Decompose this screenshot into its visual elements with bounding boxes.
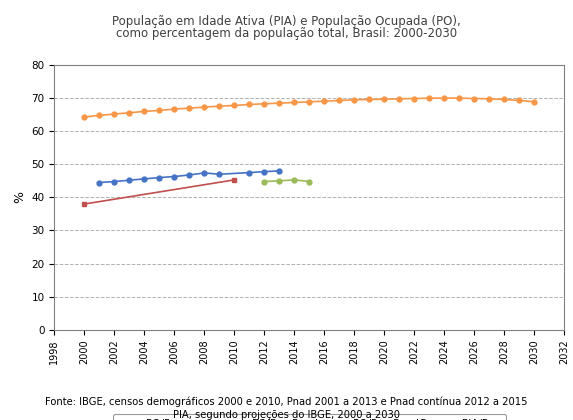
PIA/Pop [126, 110, 133, 115]
PO/Pop Pnad [201, 171, 208, 176]
PO/Pop Pnad [216, 172, 223, 177]
PIA/Pop [81, 115, 88, 120]
PO/Pop Pnad [171, 174, 178, 179]
PIA/Pop [216, 104, 223, 109]
Line: PO/Pop Pnad: PO/Pop Pnad [97, 168, 282, 185]
PIA/Pop [96, 113, 103, 118]
PIA/Pop [321, 99, 328, 104]
PIA/Pop [201, 105, 208, 110]
PIA/Pop [156, 108, 163, 113]
PO/Pop Pnad [96, 180, 103, 185]
PO/Pop Pnad [141, 176, 148, 181]
PIA/Pop [291, 100, 298, 105]
PIA/Pop [441, 96, 448, 101]
PO/Pop Pnad [156, 175, 163, 180]
PO/Pop PnadC [306, 179, 313, 184]
PO/Pop Pnad [261, 169, 268, 174]
PO/Pop PnadC [291, 177, 298, 182]
PIA/Pop [231, 103, 238, 108]
Line: PO/Pop censo: PO/Pop censo [82, 177, 237, 207]
Text: como percentagem da população total, Brasil: 2000-2030: como percentagem da população total, Bra… [116, 27, 457, 40]
PIA/Pop [246, 102, 253, 107]
PIA/Pop [396, 96, 403, 101]
PIA/Pop [516, 98, 523, 103]
PIA/Pop [186, 105, 193, 110]
PO/Pop censo [231, 177, 238, 182]
PO/Pop Pnad [186, 172, 193, 177]
PIA/Pop [486, 96, 493, 101]
PIA/Pop [366, 97, 373, 102]
PIA/Pop [456, 96, 463, 101]
Line: PO/Pop PnadC: PO/Pop PnadC [262, 177, 312, 184]
PO/Pop Pnad [126, 178, 133, 183]
PIA/Pop [411, 96, 418, 101]
PIA/Pop [471, 96, 478, 101]
PO/Pop PnadC [261, 179, 268, 184]
PIA/Pop [171, 107, 178, 112]
PIA/Pop [351, 97, 358, 102]
PIA/Pop [276, 101, 283, 106]
PIA/Pop [336, 98, 343, 103]
PO/Pop Pnad [246, 170, 253, 175]
PO/Pop PnadC [276, 178, 283, 184]
PIA/Pop [261, 101, 268, 106]
Text: População em Idade Ativa (PIA) e População Ocupada (PO),: População em Idade Ativa (PIA) e Populaç… [112, 15, 461, 28]
PIA/Pop [111, 112, 118, 117]
PIA/Pop [141, 109, 148, 114]
Text: PIA, segundo projeções do IBGE, 2000 a 2030: PIA, segundo projeções do IBGE, 2000 a 2… [173, 410, 400, 420]
Line: PIA/Pop: PIA/Pop [82, 96, 537, 119]
PIA/Pop [501, 97, 508, 102]
PO/Pop Pnad [111, 179, 118, 184]
PO/Pop Pnad [276, 168, 283, 173]
PIA/Pop [426, 96, 433, 101]
Y-axis label: %: % [13, 192, 26, 203]
PIA/Pop [306, 99, 313, 104]
Text: Fonte: IBGE, censos demográficos 2000 e 2010, Pnad 2001 a 2013 e Pnad contínua 2: Fonte: IBGE, censos demográficos 2000 e … [45, 397, 528, 407]
PIA/Pop [381, 97, 388, 102]
PIA/Pop [531, 99, 538, 104]
Legend: PO/Pop censo, PO/Pop Pnad, PO/Pop PnadC, PIA/Pop: PO/Pop censo, PO/Pop Pnad, PO/Pop PnadC,… [113, 414, 505, 420]
PO/Pop censo [81, 202, 88, 207]
